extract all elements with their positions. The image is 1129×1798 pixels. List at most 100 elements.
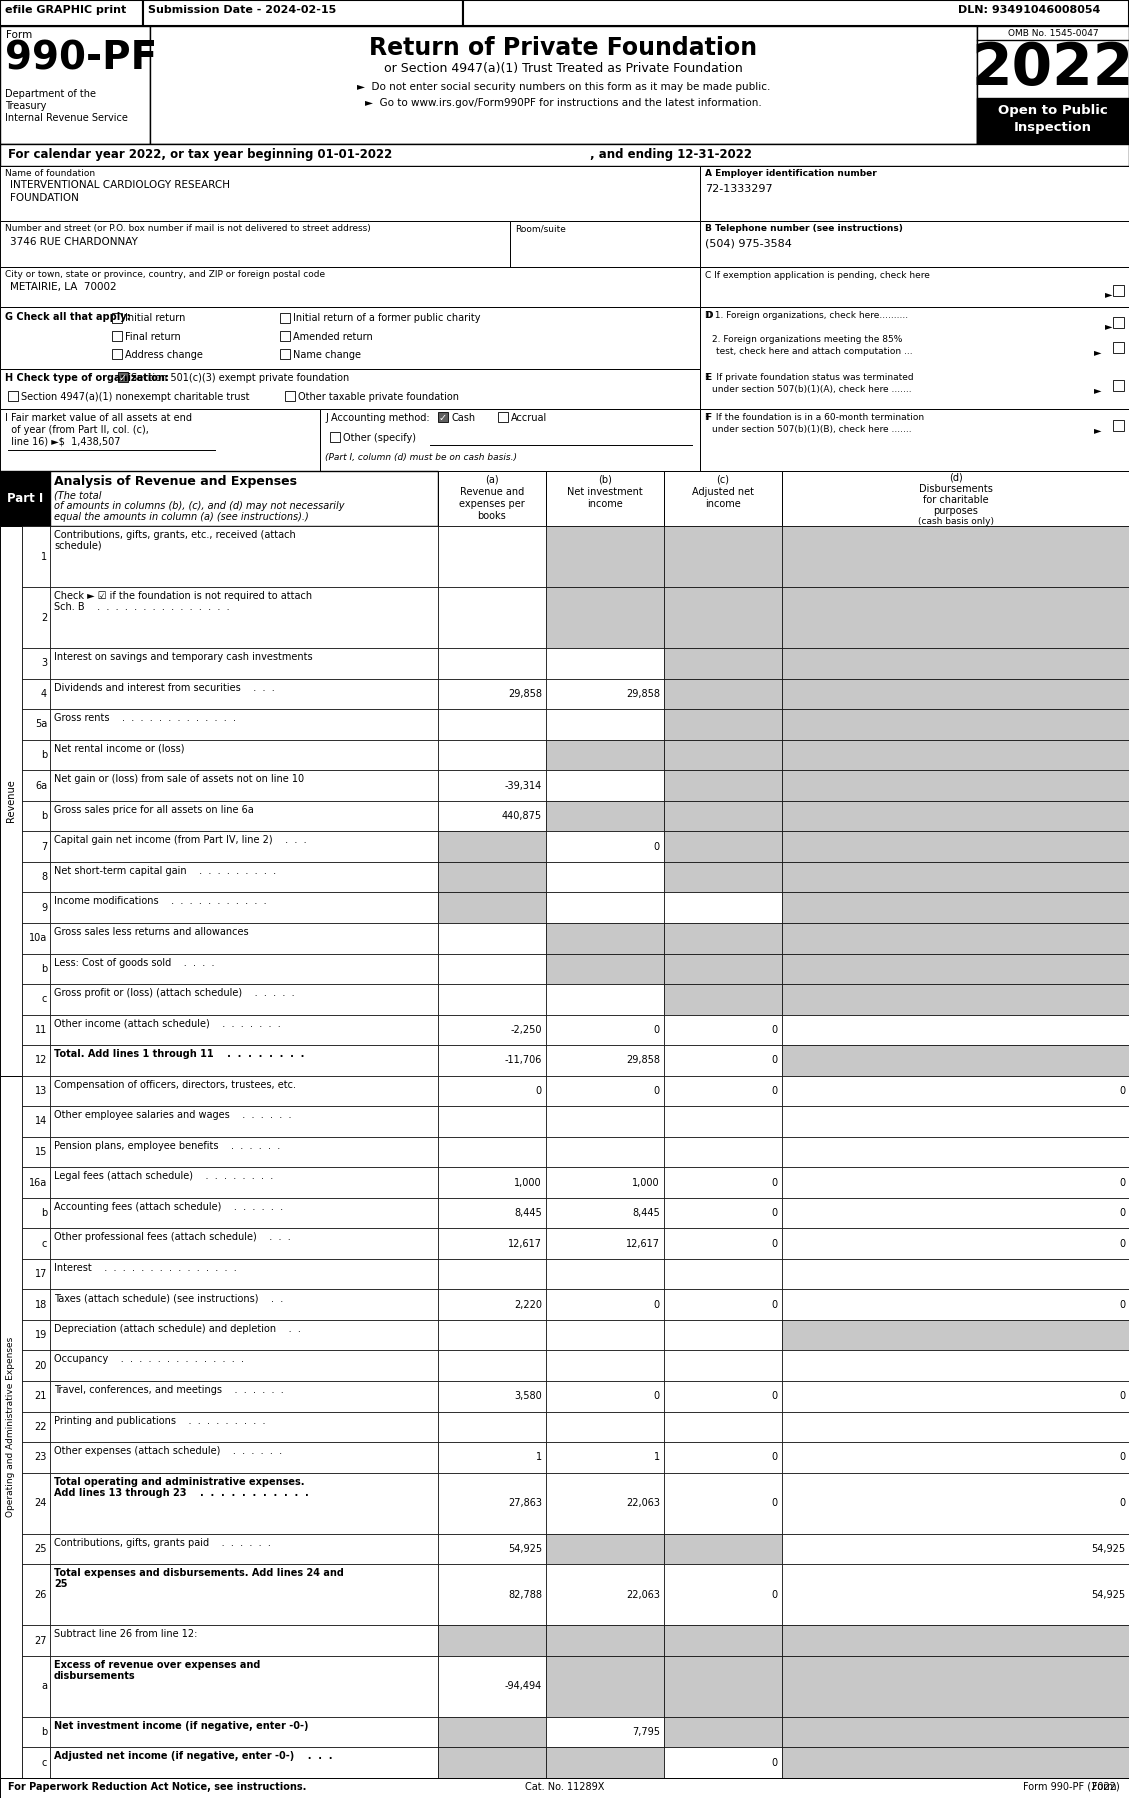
Text: Name of foundation: Name of foundation bbox=[5, 169, 95, 178]
Bar bbox=[664, 1289, 782, 1320]
Bar bbox=[143, 0, 463, 25]
Bar bbox=[546, 1717, 664, 1748]
Bar bbox=[664, 678, 782, 708]
Text: under section 507(b)(1)(B), check here .......: under section 507(b)(1)(B), check here .… bbox=[712, 424, 911, 433]
Bar bbox=[50, 1411, 438, 1442]
Bar bbox=[664, 1442, 782, 1473]
Bar bbox=[50, 892, 438, 922]
Bar bbox=[50, 471, 438, 527]
Bar bbox=[782, 1442, 1129, 1473]
Bar bbox=[21, 922, 50, 953]
Text: Net short-term capital gain    .  .  .  .  .  .  .  .  .: Net short-term capital gain . . . . . . … bbox=[54, 867, 277, 876]
Bar bbox=[438, 1014, 546, 1045]
Bar bbox=[546, 1656, 664, 1717]
Bar bbox=[438, 831, 546, 861]
Bar bbox=[50, 1167, 438, 1197]
Text: 0: 0 bbox=[772, 1086, 778, 1097]
Bar bbox=[546, 1473, 664, 1534]
Bar bbox=[21, 1014, 50, 1045]
Bar bbox=[782, 861, 1129, 892]
Bar bbox=[782, 739, 1129, 770]
Text: Travel, conferences, and meetings    .  .  .  .  .  .: Travel, conferences, and meetings . . . … bbox=[54, 1384, 283, 1395]
Bar bbox=[438, 527, 546, 588]
Bar bbox=[21, 1106, 50, 1136]
Text: 12,617: 12,617 bbox=[625, 1239, 660, 1248]
Text: Name change: Name change bbox=[294, 351, 361, 360]
Bar bbox=[664, 1473, 782, 1534]
Bar bbox=[438, 1075, 546, 1106]
Bar bbox=[21, 1473, 50, 1534]
Bar bbox=[782, 1014, 1129, 1045]
Bar bbox=[664, 1014, 782, 1045]
Text: 25: 25 bbox=[54, 1579, 68, 1589]
Bar bbox=[664, 1381, 782, 1411]
Bar bbox=[21, 1228, 50, 1259]
Text: Inspection: Inspection bbox=[1014, 120, 1092, 135]
Text: 0: 0 bbox=[1119, 1453, 1124, 1462]
Bar bbox=[782, 588, 1129, 647]
Text: ✓: ✓ bbox=[119, 372, 128, 383]
Text: 0: 0 bbox=[772, 1239, 778, 1248]
Bar bbox=[50, 1442, 438, 1473]
Text: 9: 9 bbox=[41, 903, 47, 913]
Bar bbox=[438, 1534, 546, 1564]
Bar bbox=[50, 984, 438, 1014]
Text: -2,250: -2,250 bbox=[510, 1025, 542, 1036]
Bar bbox=[664, 800, 782, 831]
Bar bbox=[150, 25, 977, 144]
Text: 0: 0 bbox=[772, 1498, 778, 1509]
Bar bbox=[21, 953, 50, 984]
Bar bbox=[664, 1564, 782, 1625]
Bar bbox=[21, 1656, 50, 1717]
Bar bbox=[546, 800, 664, 831]
Text: Total expenses and disbursements. Add lines 24 and: Total expenses and disbursements. Add li… bbox=[54, 1568, 344, 1579]
Bar bbox=[21, 1320, 50, 1350]
Text: 0: 0 bbox=[654, 1392, 660, 1401]
Bar bbox=[782, 1228, 1129, 1259]
Text: 990-PF: 990-PF bbox=[5, 40, 157, 77]
Bar bbox=[782, 1045, 1129, 1075]
Bar bbox=[546, 678, 664, 708]
Text: Other professional fees (attach schedule)    .  .  .: Other professional fees (attach schedule… bbox=[54, 1232, 291, 1242]
Bar bbox=[546, 588, 664, 647]
Bar bbox=[21, 1289, 50, 1320]
Bar bbox=[21, 831, 50, 861]
Text: 1,000: 1,000 bbox=[632, 1178, 660, 1187]
Bar bbox=[1113, 421, 1124, 432]
Text: b: b bbox=[41, 750, 47, 761]
Bar bbox=[782, 647, 1129, 678]
Bar bbox=[546, 922, 664, 953]
Bar bbox=[546, 1106, 664, 1136]
Text: 0: 0 bbox=[772, 1025, 778, 1036]
Text: 0: 0 bbox=[772, 1589, 778, 1600]
Text: 0: 0 bbox=[772, 1758, 778, 1767]
Bar bbox=[438, 1289, 546, 1320]
Bar bbox=[438, 1625, 546, 1656]
Text: 7,795: 7,795 bbox=[632, 1728, 660, 1737]
Bar bbox=[0, 165, 700, 221]
Bar bbox=[21, 800, 50, 831]
Text: F  If the foundation is in a 60-month termination: F If the foundation is in a 60-month ter… bbox=[704, 414, 925, 423]
Text: Department of the: Department of the bbox=[5, 88, 96, 99]
Bar bbox=[438, 1350, 546, 1381]
Text: 16a: 16a bbox=[28, 1178, 47, 1187]
Text: Revenue and: Revenue and bbox=[460, 487, 524, 496]
Bar bbox=[438, 708, 546, 739]
Text: 26: 26 bbox=[35, 1589, 47, 1600]
Bar bbox=[546, 527, 664, 588]
Bar bbox=[112, 313, 122, 324]
Text: (c): (c) bbox=[717, 475, 729, 485]
Bar bbox=[700, 307, 1129, 408]
Bar bbox=[700, 165, 1129, 221]
Bar bbox=[438, 1197, 546, 1228]
Text: ✓: ✓ bbox=[439, 414, 447, 423]
Bar bbox=[438, 471, 546, 527]
Bar bbox=[664, 770, 782, 800]
Text: b: b bbox=[41, 1208, 47, 1217]
Text: Form 990-PF (2022): Form 990-PF (2022) bbox=[1023, 1782, 1120, 1793]
Text: Sch. B    .  .  .  .  .  .  .  .  .  .  .  .  .  .  .: Sch. B . . . . . . . . . . . . . . . bbox=[54, 602, 229, 611]
Bar bbox=[546, 861, 664, 892]
Bar bbox=[438, 1167, 546, 1197]
Bar bbox=[664, 1259, 782, 1289]
Bar bbox=[50, 1748, 438, 1778]
